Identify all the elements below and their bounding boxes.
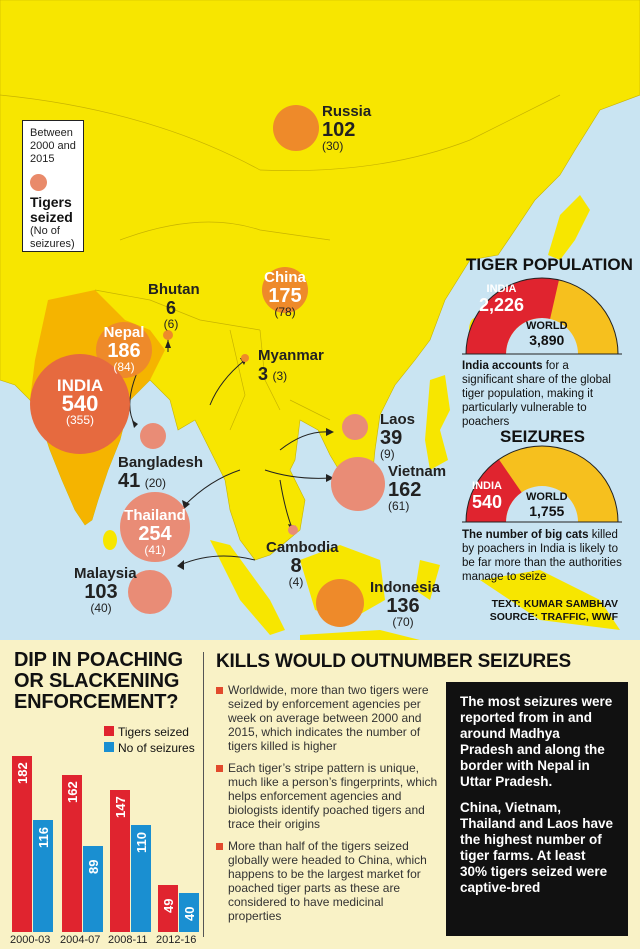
russia-label: Russia 102 (30) bbox=[322, 103, 372, 153]
legend: Between 2000 and 2015 Tigers seized (No … bbox=[22, 120, 84, 252]
russia-circle bbox=[273, 105, 319, 151]
bar-value-label: 116 bbox=[36, 826, 51, 848]
indonesia-circle bbox=[316, 579, 364, 627]
bar-value-label: 110 bbox=[134, 832, 149, 854]
legend-swatch-tigers bbox=[104, 726, 114, 736]
legend-no-of-seizures: No of seizures bbox=[104, 740, 195, 756]
cambodia-label: Cambodia 8 (4) bbox=[266, 539, 339, 589]
bar-seizures-2008-11 bbox=[131, 825, 151, 932]
seizures-india: INDIA 540 bbox=[472, 480, 503, 512]
bar-value-label: 49 bbox=[161, 898, 176, 913]
legend-period-1: Between bbox=[30, 127, 73, 139]
kills-bullet-2: Each tiger’s stripe pattern is unique, m… bbox=[216, 761, 438, 831]
legend-swatch-seizures bbox=[104, 742, 114, 752]
cambodia-circle bbox=[288, 525, 298, 535]
asia-map bbox=[0, 0, 640, 640]
bar-value-label: 40 bbox=[182, 906, 197, 922]
bhutan-label: Bhutan 6 (6) bbox=[148, 281, 200, 331]
population-description: India accounts for a significant share o… bbox=[462, 360, 611, 428]
malaysia-label: Malaysia 103 (40) bbox=[74, 565, 137, 615]
bangladesh-label: Bangladesh 41 (20) bbox=[118, 454, 204, 492]
vietnam-circle bbox=[331, 457, 385, 511]
population-gauge bbox=[462, 277, 622, 355]
bar-value-label: 162 bbox=[65, 781, 80, 804]
facts-box: The most seizures were reported from in … bbox=[446, 682, 628, 936]
china-label: China 175 (78) bbox=[264, 269, 306, 319]
bhutan-circle bbox=[163, 330, 173, 340]
population-title: TIGER POPULATION bbox=[466, 255, 633, 274]
india-label: INDIA 540 (355) bbox=[56, 376, 104, 427]
indonesia-label: Indonesia 136 (70) bbox=[370, 579, 441, 629]
credits: TEXT: KUMAR SAMBHAV SOURCE: TRAFFIC, WWF bbox=[489, 598, 618, 623]
laos-label: Laos 39 (9) bbox=[380, 411, 416, 461]
nepal-label: Nepal 186 (84) bbox=[103, 324, 145, 374]
seizures-world: WORLD 1,755 bbox=[526, 491, 568, 519]
bar-seizures-2012-16 bbox=[179, 893, 199, 932]
malaysia-circle bbox=[128, 570, 172, 614]
legend-tigers-seized: Tigers seized bbox=[104, 724, 195, 740]
legend-period-3: 2015 bbox=[30, 153, 55, 165]
laos-circle bbox=[342, 414, 368, 440]
vietnam-label: Vietnam 162 (61) bbox=[388, 463, 447, 513]
bar-value-label: 89 bbox=[86, 859, 101, 874]
bar-tigers-2012-16 bbox=[158, 884, 178, 932]
legend-title-1: Tigers bbox=[30, 194, 72, 210]
legend-period-2: 2000 and bbox=[30, 140, 76, 152]
legend-sub-1: (No of bbox=[30, 225, 60, 237]
india-circle bbox=[30, 354, 130, 454]
bar-value-label: 182 bbox=[15, 762, 30, 784]
chart-title: DIP IN POACHING OR SLACKENING ENFORCEMEN… bbox=[14, 649, 183, 713]
legend-sub-2: seizures) bbox=[30, 238, 75, 250]
population-world: WORLD 3,890 bbox=[526, 320, 568, 348]
bar-tigers-2004-07 bbox=[62, 775, 82, 932]
china-circle bbox=[262, 267, 308, 313]
bar-seizures-2000-03 bbox=[33, 819, 53, 932]
bar-seizures-2004-07 bbox=[83, 845, 103, 932]
bar-tigers-2008-11 bbox=[110, 789, 130, 932]
legend-dot bbox=[30, 174, 47, 191]
population-india: INDIA 2,226 bbox=[479, 283, 525, 315]
facts-paragraph-2: China, Vietnam, Thailand and Laos have t… bbox=[460, 800, 614, 895]
seizures-india-arc bbox=[466, 459, 522, 522]
kills-bullets: Worldwide, more than two tigers were sei… bbox=[216, 683, 438, 923]
x-tick-label: 2004-07 bbox=[60, 934, 101, 946]
kills-title: KILLS WOULD OUTNUMBER SEIZURES bbox=[216, 651, 571, 672]
seizures-gauge bbox=[462, 445, 622, 523]
kills-bullet-3: More than half of the tigers seized glob… bbox=[216, 839, 438, 923]
x-tick-label: 2012-16 bbox=[156, 934, 197, 946]
bar-tigers-2000-03 bbox=[12, 755, 32, 932]
facts-paragraph-1: The most seizures were reported from in … bbox=[460, 694, 613, 789]
bangladesh-circle bbox=[140, 423, 166, 449]
chart-legend: Tigers seized No of seizures bbox=[104, 724, 195, 756]
myanmar-label: Myanmar 3 (3) bbox=[258, 347, 324, 385]
thailand-label: Thailand 254 (41) bbox=[124, 507, 186, 557]
seizures-title: SEIZURES bbox=[500, 427, 586, 446]
myanmar-circle bbox=[241, 354, 249, 362]
bar-value-label: 147 bbox=[113, 795, 128, 818]
legend-title-2: seized bbox=[30, 209, 73, 225]
population-india-arc bbox=[466, 277, 559, 354]
seizures-description: The number of big cats killed by poacher… bbox=[462, 529, 622, 583]
kills-bullet-1: Worldwide, more than two tigers were sei… bbox=[216, 683, 438, 753]
x-tick-label: 2000-03 bbox=[10, 934, 51, 946]
thailand-circle bbox=[120, 492, 190, 562]
x-tick-label: 2008-11 bbox=[108, 934, 148, 946]
column-divider bbox=[203, 652, 204, 937]
